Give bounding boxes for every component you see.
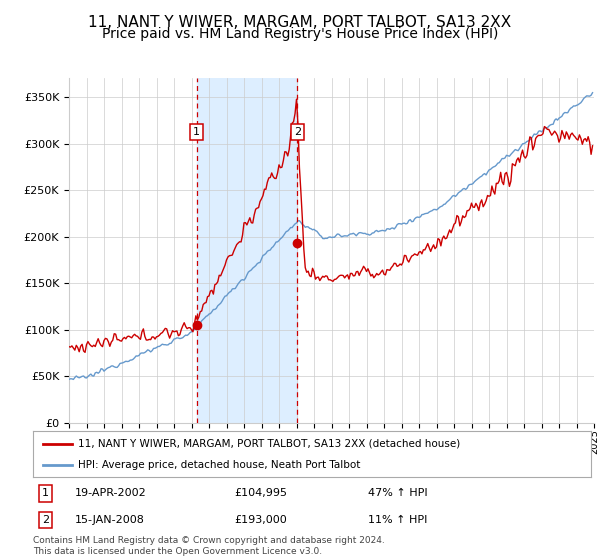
Text: Price paid vs. HM Land Registry's House Price Index (HPI): Price paid vs. HM Land Registry's House …: [102, 27, 498, 41]
Text: Contains HM Land Registry data © Crown copyright and database right 2024.
This d: Contains HM Land Registry data © Crown c…: [33, 536, 385, 556]
Bar: [197, 78, 297, 423]
Text: £104,995: £104,995: [234, 488, 287, 498]
Text: £193,000: £193,000: [234, 515, 287, 525]
Text: 2: 2: [293, 127, 301, 137]
Text: 15-JAN-2008: 15-JAN-2008: [75, 515, 145, 525]
Text: 47% ↑ HPI: 47% ↑ HPI: [368, 488, 427, 498]
Text: 2: 2: [42, 515, 49, 525]
Text: 19-APR-2002: 19-APR-2002: [75, 488, 146, 498]
Text: 1: 1: [42, 488, 49, 498]
Text: 11, NANT Y WIWER, MARGAM, PORT TALBOT, SA13 2XX (detached house): 11, NANT Y WIWER, MARGAM, PORT TALBOT, S…: [77, 438, 460, 449]
Text: 11, NANT Y WIWER, MARGAM, PORT TALBOT, SA13 2XX: 11, NANT Y WIWER, MARGAM, PORT TALBOT, S…: [88, 15, 512, 30]
Text: HPI: Average price, detached house, Neath Port Talbot: HPI: Average price, detached house, Neat…: [77, 460, 360, 470]
Text: 1: 1: [193, 127, 200, 137]
Text: 11% ↑ HPI: 11% ↑ HPI: [368, 515, 427, 525]
